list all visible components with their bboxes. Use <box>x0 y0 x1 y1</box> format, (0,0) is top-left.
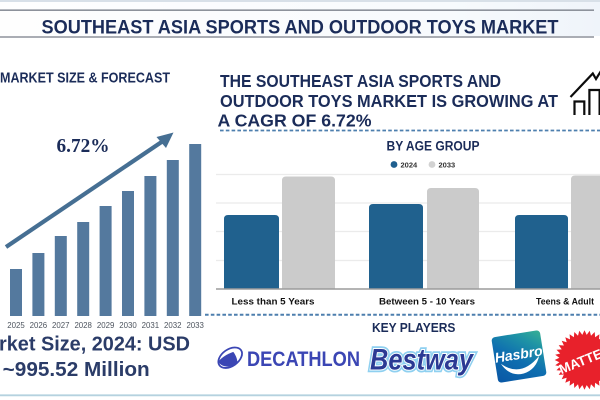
svg-text:2030: 2030 <box>119 320 137 330</box>
svg-text:2028: 2028 <box>74 320 92 330</box>
svg-text:Less than 5 Years: Less than 5 Years <box>232 297 315 307</box>
svg-text:2027: 2027 <box>52 320 70 330</box>
svg-text:2026: 2026 <box>30 320 48 330</box>
svg-text:SOUTHEAST ASIA SPORTS AND OUTD: SOUTHEAST ASIA SPORTS AND OUTDOOR TOYS M… <box>42 16 559 38</box>
svg-text:OUTDOOR TOYS MARKET IS GROWING: OUTDOOR TOYS MARKET IS GROWING AT <box>220 91 558 111</box>
svg-text:KEY PLAYERS: KEY PLAYERS <box>372 321 456 335</box>
svg-text:Teens & Adult: Teens & Adult <box>536 297 594 307</box>
svg-text:MARKET SIZE & FORECAST: MARKET SIZE & FORECAST <box>0 71 170 87</box>
svg-text:Bestway: Bestway <box>370 344 474 377</box>
svg-text:DECATHLON: DECATHLON <box>247 348 360 371</box>
svg-text:THE SOUTHEAST ASIA SPORTS AND: THE SOUTHEAST ASIA SPORTS AND <box>220 71 501 91</box>
svg-text:2029: 2029 <box>97 320 115 330</box>
svg-text:2025: 2025 <box>7 320 25 330</box>
svg-text:2033: 2033 <box>186 320 204 330</box>
svg-text:Hasbro: Hasbro <box>494 342 545 365</box>
svg-text:Between 5 - 10 Years: Between 5 - 10 Years <box>379 297 475 307</box>
svg-text:A CAGR OF 6.72%: A CAGR OF 6.72% <box>218 110 372 130</box>
svg-text:BY AGE GROUP: BY AGE GROUP <box>387 138 480 153</box>
svg-text:6.72%: 6.72% <box>57 135 110 157</box>
svg-text:Bestway: Bestway <box>370 344 474 377</box>
svg-text:2032: 2032 <box>164 320 182 330</box>
svg-text:rket Size, 2024: USD: rket Size, 2024: USD <box>0 334 190 356</box>
svg-text:2033: 2033 <box>439 161 456 170</box>
svg-text:2024: 2024 <box>401 161 419 170</box>
svg-text:~995.52 Million: ~995.52 Million <box>3 359 150 381</box>
svg-text:2031: 2031 <box>142 320 160 330</box>
